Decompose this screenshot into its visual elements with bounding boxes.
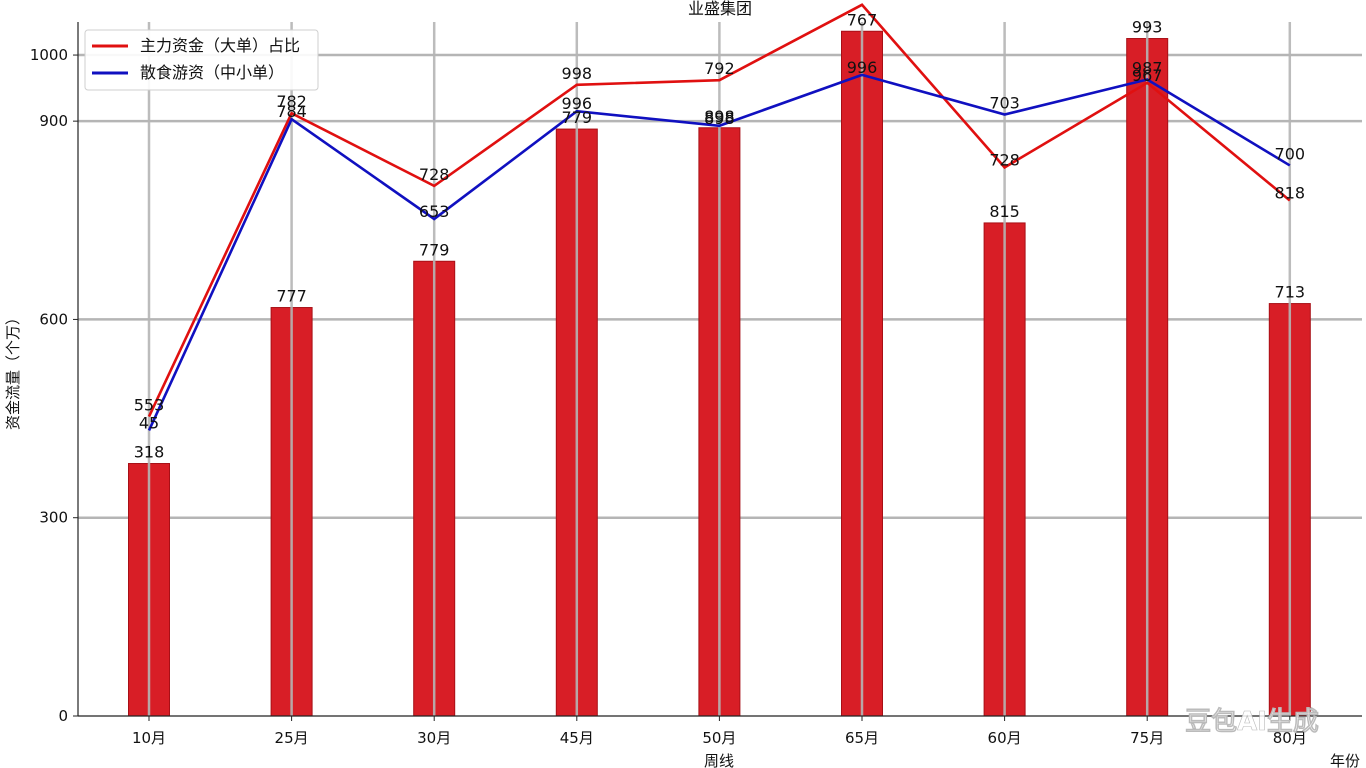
y-axis-label: 资金流量（个万） (4, 310, 22, 430)
data-labels: 318 777 779 779 898 767 815 993 713 553 782 728 998 7… (134, 0, 1305, 462)
bar-value-label: 318 (134, 443, 165, 462)
retail-funds-value-label: 996 (562, 94, 593, 113)
retail-funds-value-label: 45 (139, 413, 159, 432)
y-tick-label: 1000 (30, 46, 68, 64)
y-tick-label: 300 (39, 509, 68, 527)
series-line-retail-funds (147, 73, 1291, 432)
x-tick-label: 75月 (1130, 729, 1164, 747)
y-tick-label: 0 (58, 707, 68, 725)
retail-funds-value-label: 784 (276, 102, 307, 121)
main-funds-value-label: 553 (134, 396, 165, 415)
main-funds-value-label: 869 (847, 0, 878, 3)
x-axis-label-right: 年份 (1330, 752, 1360, 768)
lines (147, 3, 1291, 432)
axes: 0 300 600 900 1000 10月 25月 30月 45月 50月 65月 60月 75月 80… (30, 22, 1362, 747)
main-funds-value-label: 967 (1132, 66, 1163, 85)
retail-funds-value-label: 898 (704, 109, 735, 128)
bar-value-label: 779 (562, 108, 593, 127)
x-tick-label: 30月 (417, 729, 451, 747)
bar-value-label: 713 (1275, 283, 1306, 302)
legend-label-retail: 散食游资（中小单） (140, 63, 284, 82)
bar-value-label: 815 (989, 202, 1020, 221)
watermark: 豆包AI生成 (1185, 706, 1319, 737)
bar-value-label: 993 (1132, 18, 1163, 37)
x-tick-label: 60月 (988, 729, 1022, 747)
x-tick-label: 10月 (132, 729, 166, 747)
main-funds-value-label: 792 (704, 59, 735, 78)
bar-value-label: 779 (419, 240, 450, 259)
x-tick-label: 25月 (275, 729, 309, 747)
x-tick-label: 65月 (845, 729, 879, 747)
vertical-grid (147, 22, 1292, 716)
y-tick-label: 600 (39, 310, 68, 328)
x-tick-label: 50月 (702, 729, 736, 747)
chart-title: 业盛集团 (688, 0, 752, 18)
x-tick-label: 80月 (1273, 729, 1307, 747)
main-funds-value-label: 728 (989, 150, 1020, 169)
main-funds-value-label: 728 (419, 165, 450, 184)
legend: 主力资金（大单）占比 散食游资（中小单） (84, 29, 319, 91)
main-funds-value-label: 818 (1275, 183, 1306, 202)
series-line-main-funds (147, 3, 1291, 418)
bar-value-label: 777 (276, 287, 307, 306)
x-tick-label: 45月 (560, 729, 594, 747)
x-axis-label: 周线 (704, 752, 734, 768)
retail-funds-value-label: 700 (1275, 144, 1306, 163)
legend-box (84, 29, 319, 91)
main-funds-value-label: 998 (562, 64, 593, 83)
main-funds-value-label: 782 (276, 92, 307, 111)
legend-label-main: 主力资金（大单）占比 (140, 36, 300, 55)
retail-funds-value-label: 996 (847, 58, 878, 77)
retail-funds-value-label: 703 (989, 94, 1020, 113)
bar-value-label: 898 (704, 107, 735, 126)
bar-value-label: 767 (847, 10, 878, 29)
retail-funds-value-label: 653 (419, 202, 450, 221)
y-tick-label: 900 (39, 112, 68, 130)
retail-funds-value-label: 987 (1132, 59, 1163, 78)
